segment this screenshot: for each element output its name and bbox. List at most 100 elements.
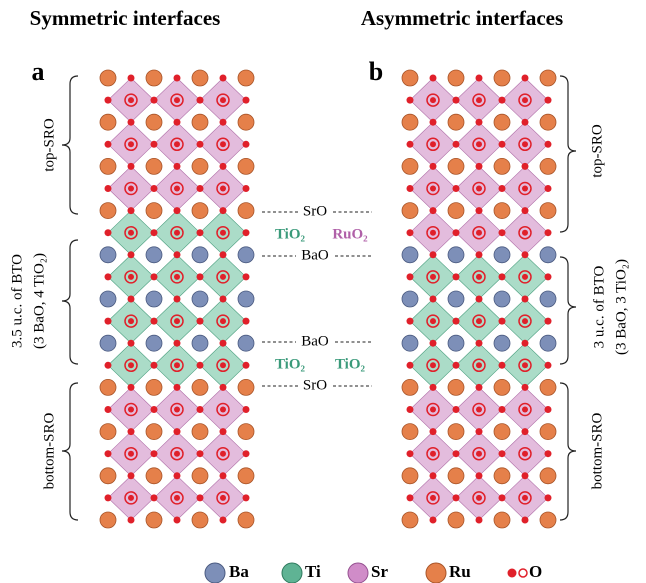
oxygen-atom <box>128 428 135 435</box>
legend-label: O <box>529 562 542 581</box>
oxygen-atom <box>430 75 437 82</box>
oxygen-atom <box>128 97 134 103</box>
oxygen-atom <box>430 340 437 347</box>
oxygen-atom <box>430 186 436 192</box>
oxygen-atom <box>174 340 181 347</box>
a-site-atom <box>146 335 162 351</box>
oxygen-atom <box>243 185 250 192</box>
a-site-atom <box>494 158 510 174</box>
oxygen-atom <box>151 362 158 369</box>
oxygen-atom <box>220 251 227 258</box>
oxygen-atom <box>174 428 181 435</box>
oxygen-atom <box>128 495 134 501</box>
oxygen-atom <box>476 318 482 324</box>
legend-swatch <box>205 563 225 583</box>
legend-swatch <box>348 563 368 583</box>
a-site-atom <box>402 114 418 130</box>
oxygen-atom <box>128 274 134 280</box>
oxygen-atom <box>151 185 158 192</box>
oxygen-atom <box>430 207 437 214</box>
a-site-atom <box>146 203 162 219</box>
a-site-atom <box>402 468 418 484</box>
oxygen-atom <box>220 163 227 170</box>
oxygen-atom <box>197 185 204 192</box>
oxygen-atom <box>430 495 436 501</box>
oxygen-atom <box>174 495 180 501</box>
oxygen-atom <box>220 340 227 347</box>
oxygen-atom <box>453 450 460 457</box>
oxygen-atom <box>499 362 506 369</box>
oxygen-atom <box>128 230 134 236</box>
oxygen-atom <box>522 451 528 457</box>
panel-label: a <box>32 57 45 86</box>
oxygen-atom <box>522 318 528 324</box>
title: Symmetric interfaces <box>30 6 221 30</box>
oxygen-atom <box>243 450 250 457</box>
a-site-atom <box>146 468 162 484</box>
oxygen-atom <box>476 451 482 457</box>
oxygen-atom <box>174 141 180 147</box>
a-site-atom <box>448 512 464 528</box>
oxygen-atom <box>128 318 134 324</box>
oxygen-atom <box>243 229 250 236</box>
oxygen-atom <box>499 273 506 280</box>
oxygen-atom <box>105 494 112 501</box>
oxygen-atom <box>430 407 436 413</box>
a-site-atom <box>540 424 556 440</box>
oxygen-atom <box>522 207 529 214</box>
a-site-atom <box>448 468 464 484</box>
oxygen-atom <box>220 384 227 391</box>
a-site-atom <box>402 70 418 86</box>
oxygen-atom <box>407 494 414 501</box>
a-site-atom <box>494 114 510 130</box>
oxygen-atom <box>476 384 483 391</box>
oxygen-atom <box>174 451 180 457</box>
a-site-atom <box>494 379 510 395</box>
oxygen-atom <box>522 472 529 479</box>
oxygen-atom <box>476 407 482 413</box>
oxygen-atom <box>243 494 250 501</box>
oxygen-atom <box>453 229 460 236</box>
a-site-atom <box>192 291 208 307</box>
region-label: 3 u.c. of BTO <box>591 266 607 349</box>
oxygen-atom <box>105 141 112 148</box>
a-site-atom <box>448 379 464 395</box>
region-label: top-SRO <box>589 124 605 178</box>
oxygen-atom <box>522 119 529 126</box>
oxygen-atom <box>174 274 180 280</box>
a-site-atom <box>402 203 418 219</box>
a-site-atom <box>494 424 510 440</box>
oxygen-atom <box>197 318 204 325</box>
region-label: (3 BaO, 4 TiO₂) <box>31 253 47 349</box>
a-site-atom <box>448 335 464 351</box>
oxygen-atom <box>128 251 135 258</box>
oxygen-atom <box>453 141 460 148</box>
oxygen-atom <box>243 141 250 148</box>
a-site-atom <box>100 468 116 484</box>
oxygen-atom <box>174 296 181 303</box>
oxygen-atom <box>430 274 436 280</box>
oxygen-atom <box>453 185 460 192</box>
oxygen-atom <box>453 97 460 104</box>
a-site-atom <box>238 247 254 263</box>
a-site-atom <box>192 70 208 86</box>
region-label: (3 BaO, 3 TiO₂) <box>613 259 629 355</box>
a-site-atom <box>100 424 116 440</box>
oxygen-atom <box>151 494 158 501</box>
oxygen-atom <box>197 406 204 413</box>
region-label: 3.5 u.c. of BTO <box>9 254 25 348</box>
oxygen-atom <box>174 318 180 324</box>
a-site-atom <box>540 203 556 219</box>
a-site-atom <box>146 70 162 86</box>
oxygen-atom <box>197 273 204 280</box>
a-site-atom <box>100 70 116 86</box>
oxygen-atom <box>453 494 460 501</box>
oxygen-atom <box>174 186 180 192</box>
oxygen-atom <box>128 517 135 524</box>
a-site-atom <box>192 335 208 351</box>
a-site-atom <box>448 247 464 263</box>
oxygen-atom <box>430 451 436 457</box>
oxygen-atom <box>476 296 483 303</box>
oxygen-atom <box>128 296 135 303</box>
oxygen-atom <box>174 472 181 479</box>
